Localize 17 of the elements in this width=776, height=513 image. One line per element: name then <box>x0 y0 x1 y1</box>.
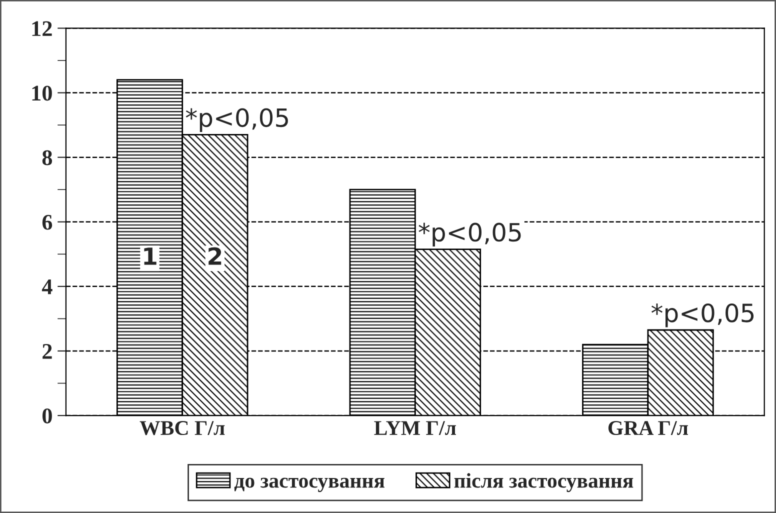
y-tick-label: 2 <box>42 344 52 359</box>
x-tick-label: LYM Г/л <box>374 421 456 436</box>
annotation: *p<0,05 <box>418 222 521 247</box>
y-tick-label: 4 <box>42 280 52 294</box>
annotation: 1 <box>144 248 156 265</box>
y-tick-label: 10 <box>32 86 52 101</box>
annotation: *p<0,05 <box>186 108 288 132</box>
y-tick-label: 0 <box>42 408 52 424</box>
x-tick-label: GRA Г/л <box>608 421 688 436</box>
annotation: 2 <box>208 247 222 265</box>
annotation: *p<0,05 <box>651 303 754 328</box>
y-tick-label: 6 <box>42 214 52 230</box>
y-tick-label: 12 <box>32 21 52 36</box>
x-tick-label: WBC Г/л <box>140 421 225 436</box>
legend-label: до застосування <box>234 478 384 492</box>
legend-label: після застосування <box>454 473 634 492</box>
y-tick-label: 8 <box>42 150 52 166</box>
